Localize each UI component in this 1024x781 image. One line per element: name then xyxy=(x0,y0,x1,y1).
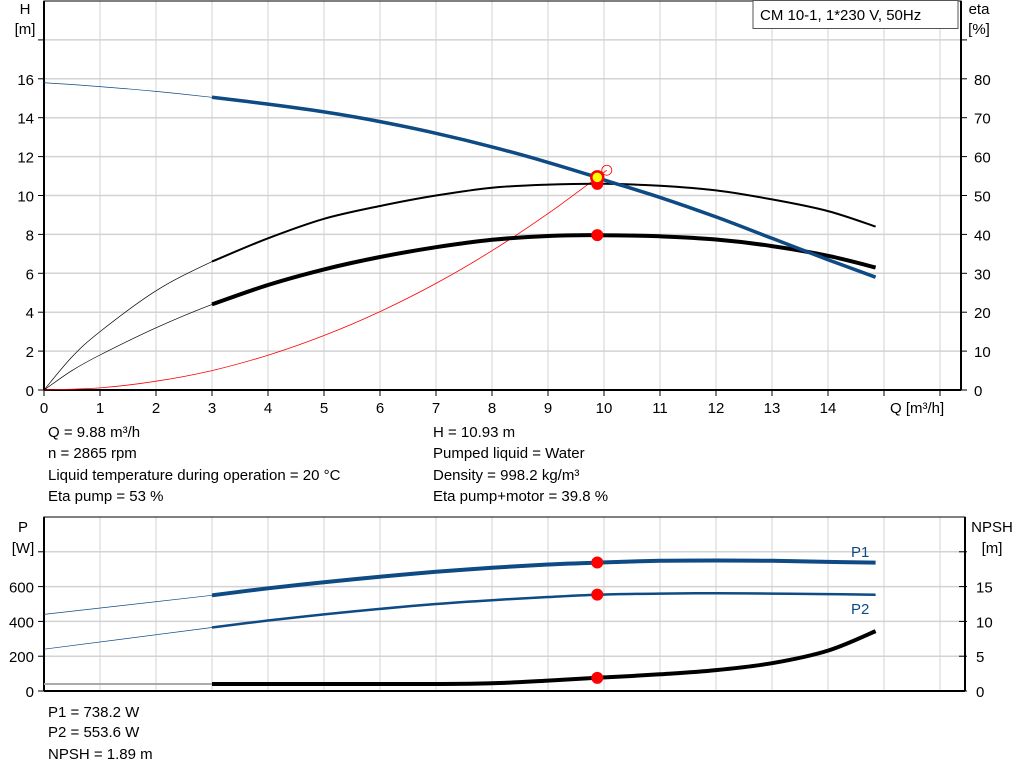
result-npsh: NPSH = 1.89 m xyxy=(48,746,153,763)
result-pumped-liquid: Pumped liquid = Water xyxy=(433,445,585,462)
y-tick-label-right: 80 xyxy=(974,72,991,89)
result-density: Density = 998.2 kg/m³ xyxy=(433,467,580,484)
x-axis-label: Q [m³/h] xyxy=(890,400,944,417)
y-tick-label-left: 400 xyxy=(9,614,34,631)
eta-pump-curve-extrapolated xyxy=(43,183,876,391)
y-tick-label-left: 16 xyxy=(17,72,34,89)
legend-box xyxy=(752,0,959,29)
y-tick-label-right: 50 xyxy=(974,189,991,206)
p2-curve-extrapolated xyxy=(43,627,213,650)
result-p2: P2 = 553.6 W xyxy=(48,724,140,741)
y-tick-label-right: 70 xyxy=(974,111,991,128)
system-curve xyxy=(43,169,608,391)
y-tick-label-right: 0 xyxy=(976,684,984,701)
eta-pump-motor-curve xyxy=(211,233,877,307)
x-tick-label: 13 xyxy=(764,400,781,417)
x-tick-label: 4 xyxy=(264,400,272,417)
x-tick-label: 14 xyxy=(820,400,837,417)
x-tick-label: 1 xyxy=(96,400,104,417)
y-axis-left-name: P xyxy=(18,519,28,536)
y-tick-label-left: 0 xyxy=(26,684,34,701)
p2-curve xyxy=(211,591,876,629)
y-tick-label-left: 6 xyxy=(26,266,34,283)
y-tick-label-right: 5 xyxy=(976,649,984,666)
x-tick-label: 9 xyxy=(544,400,552,417)
y-tick-label-left: 8 xyxy=(26,227,34,244)
y-tick-label-left: 2 xyxy=(26,344,34,361)
x-tick-label: 7 xyxy=(432,400,440,417)
y-tick-label-right: 15 xyxy=(976,580,993,597)
y-tick-label-right: 30 xyxy=(974,266,991,283)
result-eta-pump-motor: Eta pump+motor = 39.8 % xyxy=(433,488,609,505)
y-axis-right-name: eta xyxy=(969,1,991,18)
y-tick-label-left: 14 xyxy=(17,111,34,128)
y-tick-label-right: 0 xyxy=(974,383,982,400)
result-liquid-temp: Liquid temperature during operation = 20… xyxy=(48,467,341,484)
plot-frame xyxy=(43,516,966,692)
y-tick-label-right: 60 xyxy=(974,150,991,167)
p1-curve-extrapolated xyxy=(43,594,213,615)
y-tick-label-left: 4 xyxy=(26,305,34,322)
y-axis-left-unit: [W] xyxy=(12,540,35,557)
x-tick-label: 5 xyxy=(320,400,328,417)
duty-point-head xyxy=(590,170,605,185)
x-tick-label: 12 xyxy=(708,400,725,417)
x-tick-label: 8 xyxy=(488,400,496,417)
y-axis-right-unit: [m] xyxy=(982,540,1003,557)
y-axis-right-name: NPSH xyxy=(971,519,1013,536)
duty-point-p1 xyxy=(591,556,604,569)
y-tick-label-right: 20 xyxy=(974,305,991,322)
y-tick-label-right: 10 xyxy=(976,614,993,631)
y-tick-label-left: 10 xyxy=(17,189,34,206)
x-tick-label: 0 xyxy=(40,400,48,417)
result-h: H = 10.93 m xyxy=(433,424,516,441)
system-curve-end-marker xyxy=(601,164,613,176)
result-eta-pump: Eta pump = 53 % xyxy=(48,488,164,505)
p2-curve-label: P2 xyxy=(851,601,869,618)
y-tick-label-left: 12 xyxy=(17,150,34,167)
p1-curve xyxy=(211,558,876,598)
npsh-curve xyxy=(211,629,877,687)
y-axis-right-unit: [%] xyxy=(968,21,990,38)
duty-point-npsh xyxy=(591,671,604,684)
y-tick-label-left: 600 xyxy=(9,580,34,597)
eta-pump-curve xyxy=(211,182,876,263)
p1-curve-label: P1 xyxy=(851,544,869,561)
result-p1: P1 = 738.2 W xyxy=(48,704,140,721)
duty-point-p2 xyxy=(591,588,604,601)
head-curve xyxy=(211,95,877,279)
result-speed: n = 2865 rpm xyxy=(48,445,137,462)
y-axis-left-name: H xyxy=(20,1,31,18)
x-tick-label: 3 xyxy=(208,400,216,417)
head-curve-extrapolated xyxy=(43,82,876,278)
y-tick-label-left: 0 xyxy=(26,383,34,400)
x-tick-label: 10 xyxy=(596,400,613,417)
y-tick-label-left: 200 xyxy=(9,649,34,666)
x-tick-label: 11 xyxy=(652,400,668,417)
legend-box-text: CM 10-1, 1*230 V, 50Hz xyxy=(760,7,921,24)
y-tick-label-right: 40 xyxy=(974,227,991,244)
y-tick-label-right: 10 xyxy=(974,344,991,361)
x-tick-label: 6 xyxy=(376,400,384,417)
y-axis-left-unit: [m] xyxy=(15,21,36,38)
duty-point-eta-pump-motor xyxy=(591,229,604,242)
x-tick-label: 2 xyxy=(152,400,160,417)
result-q: Q = 9.88 m³/h xyxy=(48,424,141,441)
